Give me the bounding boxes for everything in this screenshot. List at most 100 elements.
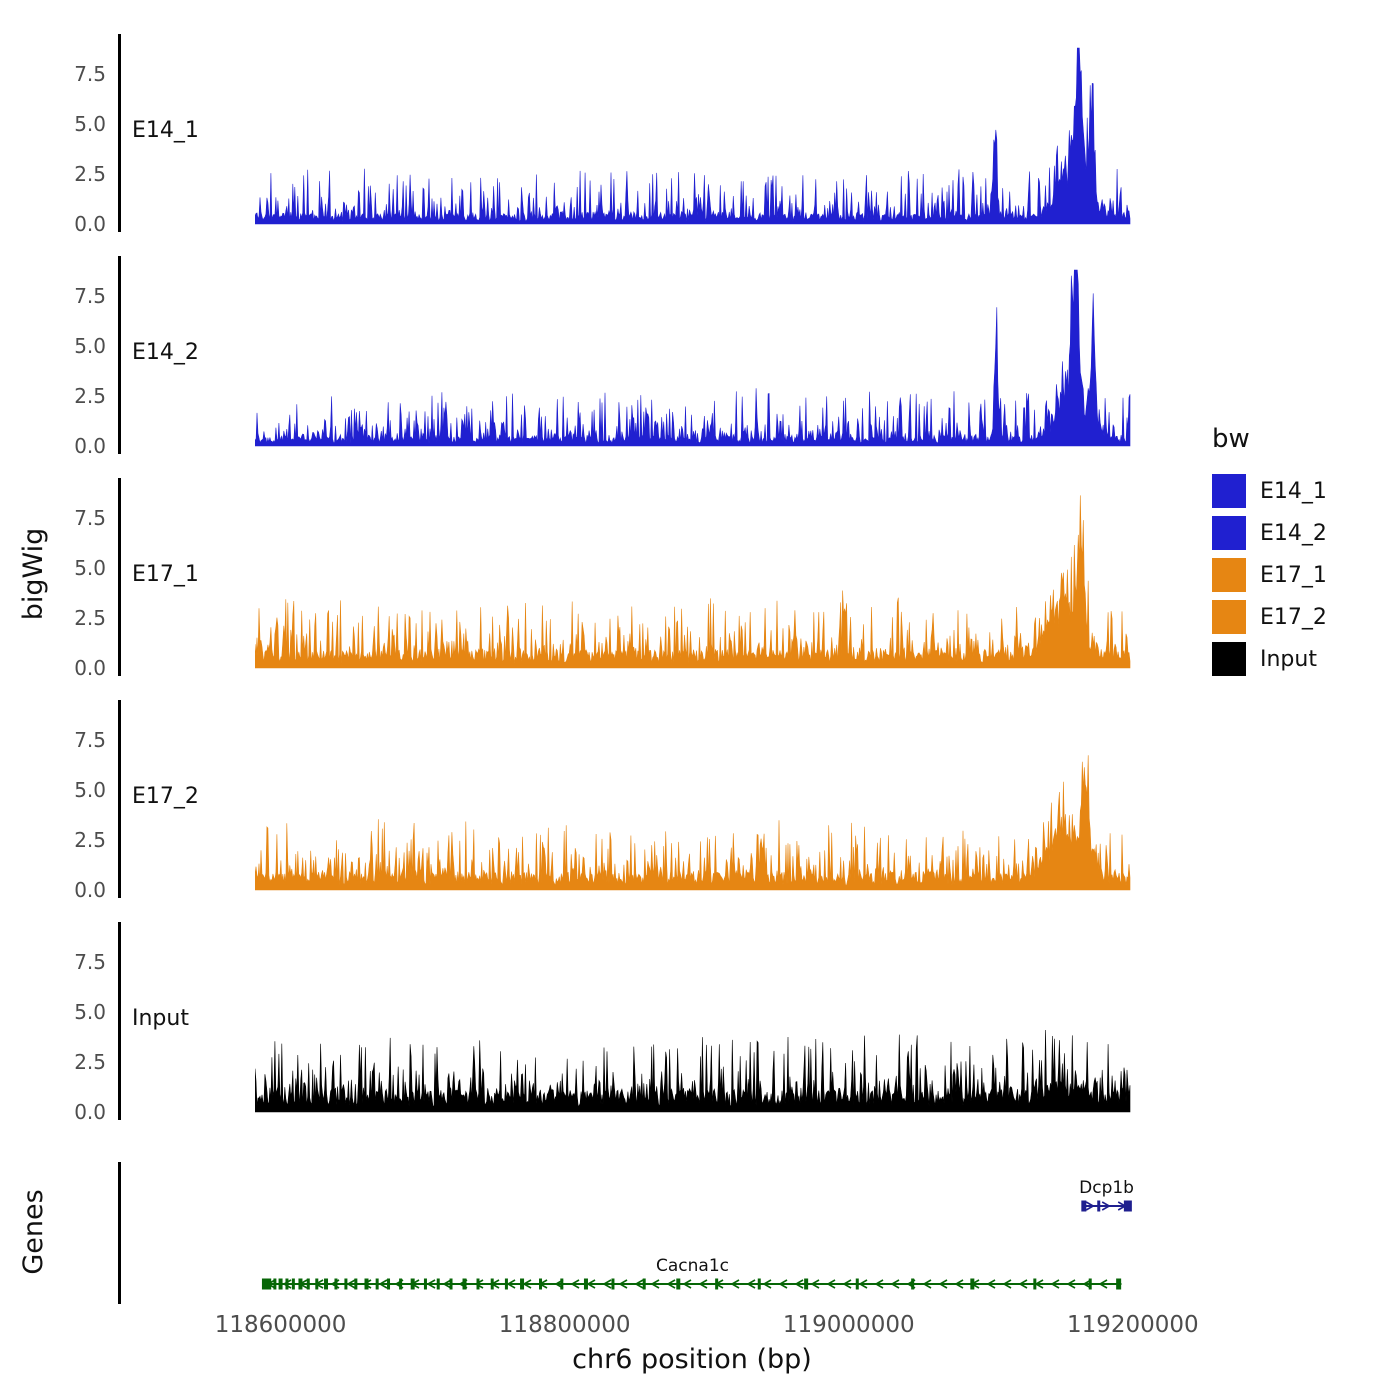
exon-box	[520, 1278, 525, 1290]
y-tick-label: 0.0	[74, 1100, 106, 1124]
legend-item-E17_2: E17_2	[1212, 596, 1400, 638]
strand-arrow-icon	[506, 1279, 516, 1289]
track-row-E14_1: 7.5 5.0 2.5 0.0 E14_1	[0, 28, 1400, 240]
legend-title: bw	[1212, 424, 1250, 454]
strand-arrow-icon	[1101, 1201, 1111, 1211]
strand-arrow-icon	[282, 1279, 292, 1289]
strand-arrow-icon	[618, 1279, 628, 1289]
exon-box	[423, 1278, 427, 1290]
strand-arrow-icon	[1098, 1279, 1108, 1289]
y-axis-line	[118, 700, 121, 898]
exon-box	[375, 1278, 379, 1290]
exon-box	[970, 1278, 975, 1290]
track-label-E14_2: E14_2	[132, 340, 199, 365]
signal-area-E17_2	[255, 755, 1131, 891]
legend-item-E17_1: E17_1	[1212, 554, 1400, 596]
x-tick-label: 118600000	[214, 1312, 347, 1338]
y-axis-line	[118, 256, 121, 454]
strand-arrow-icon	[890, 1279, 900, 1289]
strand-arrow-icon	[746, 1279, 756, 1289]
coverage-signal	[255, 1029, 1131, 1113]
exon-box	[364, 1278, 369, 1290]
exon-box	[560, 1278, 564, 1290]
legend-swatch-icon	[1212, 474, 1246, 508]
exon-box	[1088, 1278, 1092, 1290]
strand-arrow-icon	[954, 1279, 964, 1289]
track-label-E17_2: E17_2	[132, 784, 199, 809]
exon-box	[504, 1278, 508, 1290]
strand-arrow-icon	[426, 1279, 436, 1289]
exon-box	[476, 1278, 480, 1290]
track-row-E17_1: 7.5 5.0 2.5 0.0 E17_1	[0, 472, 1400, 684]
legend-item-label: E14_1	[1260, 478, 1327, 504]
exon-box	[334, 1278, 338, 1290]
exon-box	[611, 1278, 615, 1290]
legend: bw E14_1 E14_2 E17_1 E17_2 Input	[1212, 424, 1400, 680]
y-tick-label: 7.5	[74, 506, 106, 530]
legend-swatch-icon	[1212, 558, 1246, 592]
y-tick-label: 5.0	[74, 778, 106, 802]
gene-model-Cacna1c: Cacna1c	[261, 1256, 1122, 1290]
exon-box	[1033, 1278, 1037, 1290]
signal-area-Input	[255, 1029, 1131, 1113]
y-axis-line	[118, 478, 121, 676]
track-row-Input: 7.5 5.0 2.5 0.0 Input	[0, 916, 1400, 1128]
exon-box	[261, 1278, 268, 1290]
strand-arrow-icon	[1018, 1279, 1028, 1289]
y-tick-label: 7.5	[74, 284, 106, 308]
gene-label-Cacna1c: Cacna1c	[656, 1256, 729, 1276]
strand-arrow-icon	[842, 1279, 852, 1289]
exon-box	[715, 1278, 719, 1290]
exon-box	[855, 1278, 859, 1290]
strand-arrow-icon	[1066, 1279, 1076, 1289]
legend-swatch-icon	[1212, 516, 1246, 550]
strand-arrow-icon	[650, 1279, 660, 1289]
exon-box	[387, 1278, 391, 1290]
exon-box	[306, 1278, 310, 1290]
legend-swatch-icon	[1212, 600, 1246, 634]
exon-box	[676, 1278, 681, 1290]
exon-box	[583, 1278, 588, 1290]
track-label-E14_1: E14_1	[132, 118, 199, 143]
strand-arrow-icon	[826, 1279, 836, 1289]
exon-box	[1097, 1200, 1101, 1212]
signal-area-E14_1	[255, 47, 1131, 225]
strand-arrow-icon	[474, 1279, 484, 1289]
coverage-signal	[255, 269, 1131, 447]
exon-box	[539, 1278, 543, 1290]
genes-axis-title: Genes	[18, 1189, 49, 1275]
exon-box	[490, 1278, 494, 1290]
strand-arrow-icon	[570, 1279, 580, 1289]
legend-item-label: E17_2	[1260, 604, 1327, 630]
exon-box	[267, 1278, 272, 1290]
y-tick-label: 2.5	[74, 162, 106, 186]
exon-box	[911, 1278, 915, 1290]
y-tick-label: 5.0	[74, 334, 106, 358]
track-row-E17_2: 7.5 5.0 2.5 0.0 E17_2	[0, 694, 1400, 906]
y-tick-label: 5.0	[74, 556, 106, 580]
track-label-E17_1: E17_1	[132, 562, 199, 587]
exon-box	[291, 1278, 295, 1290]
strand-arrow-icon	[1085, 1201, 1095, 1211]
legend-item-label: E17_1	[1260, 562, 1327, 588]
legend-item-E14_1: E14_1	[1212, 470, 1400, 512]
legend-item-E14_2: E14_2	[1212, 512, 1400, 554]
strand-arrow-icon	[922, 1279, 932, 1289]
x-tick-label: 119000000	[782, 1312, 915, 1338]
genes-track: Dcp1b Cacna1c	[261, 1178, 1134, 1290]
y-axis-line	[118, 34, 121, 232]
coverage-signal	[255, 495, 1131, 669]
exon-box	[315, 1278, 319, 1290]
signal-area-E14_2	[255, 269, 1131, 447]
strand-arrow-icon	[986, 1279, 996, 1289]
y-tick-label: 2.5	[74, 606, 106, 630]
strand-arrow-icon	[794, 1279, 804, 1289]
strand-arrow-icon	[666, 1279, 676, 1289]
strand-arrow-icon	[858, 1279, 868, 1289]
legend-item-label: Input	[1260, 646, 1317, 672]
exon-box	[410, 1278, 415, 1290]
coverage-signal	[255, 47, 1131, 225]
strand-arrow-icon	[810, 1279, 820, 1289]
gene-label-Dcp1b: Dcp1b	[1079, 1178, 1134, 1198]
